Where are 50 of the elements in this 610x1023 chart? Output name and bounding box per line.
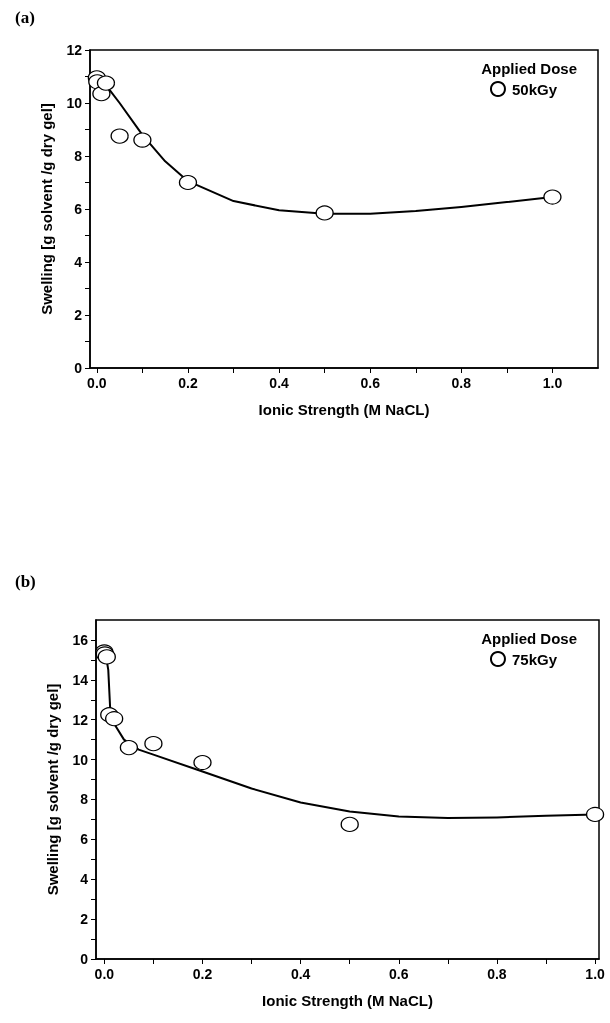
x-tick-label: 0.4 bbox=[290, 966, 311, 982]
y-tick-label: 8 bbox=[80, 791, 89, 808]
y-tick-label: 16 bbox=[72, 631, 89, 648]
chart-title: (b) bbox=[15, 572, 36, 591]
x-tick-label: 0.6 bbox=[360, 375, 381, 391]
y-axis-title: Swelling [g solvent /g dry gel] bbox=[44, 683, 61, 896]
legend-title: Applied Dose bbox=[481, 630, 578, 647]
x-tick-label: 0.0 bbox=[87, 375, 107, 391]
y-tick-label: 4 bbox=[80, 871, 89, 888]
y-tick-label: 8 bbox=[74, 148, 83, 164]
point bbox=[340, 816, 359, 832]
y-tick-label: 2 bbox=[80, 911, 89, 928]
y-tick-label: 6 bbox=[74, 201, 83, 217]
y-tick-label: 10 bbox=[72, 751, 89, 768]
point bbox=[178, 174, 198, 191]
x-tick-label: 0.8 bbox=[487, 966, 507, 982]
legend-label: 50kGy bbox=[511, 80, 558, 98]
x-tick-label: 0.6 bbox=[389, 966, 409, 982]
x-axis-title: Ionic Strength (M NaCL) bbox=[262, 992, 433, 1009]
y-tick-label: 4 bbox=[74, 254, 83, 270]
point bbox=[110, 128, 129, 144]
point bbox=[585, 806, 605, 823]
point bbox=[133, 132, 152, 148]
y-tick-label: 2 bbox=[74, 307, 83, 323]
y-tick-label: 6 bbox=[80, 831, 89, 848]
y-tick-label: 0 bbox=[74, 360, 83, 376]
x-tick-label: 1.0 bbox=[585, 966, 606, 982]
x-tick-label: 0.4 bbox=[269, 375, 290, 391]
point bbox=[193, 754, 212, 771]
x-tick-label: 0.2 bbox=[192, 966, 213, 982]
x-tick-label: 0.0 bbox=[94, 966, 115, 982]
y-tick-label: 12 bbox=[72, 711, 89, 728]
y-tick-label: 10 bbox=[66, 95, 83, 111]
y-axis-title: Swelling [g solvent /g dry gel] bbox=[38, 103, 55, 315]
point bbox=[96, 75, 116, 91]
legend-title: Applied Dose bbox=[481, 60, 578, 77]
point bbox=[105, 711, 124, 727]
y-tick-label: 0 bbox=[80, 951, 89, 967]
point bbox=[144, 736, 163, 752]
x-tick-label: 0.8 bbox=[451, 375, 472, 391]
point bbox=[119, 740, 138, 756]
x-axis-title: Ionic Strength (M NaCL) bbox=[258, 401, 430, 418]
x-tick-label: 1.0 bbox=[542, 375, 563, 391]
point bbox=[543, 189, 562, 205]
legend-label: 75kGy bbox=[511, 650, 558, 668]
point bbox=[315, 205, 334, 221]
y-tick-label: 14 bbox=[72, 671, 89, 688]
chart-title: (a) bbox=[15, 8, 35, 27]
y-tick-label: 12 bbox=[66, 42, 83, 58]
x-tick-label: 0.2 bbox=[178, 375, 198, 391]
